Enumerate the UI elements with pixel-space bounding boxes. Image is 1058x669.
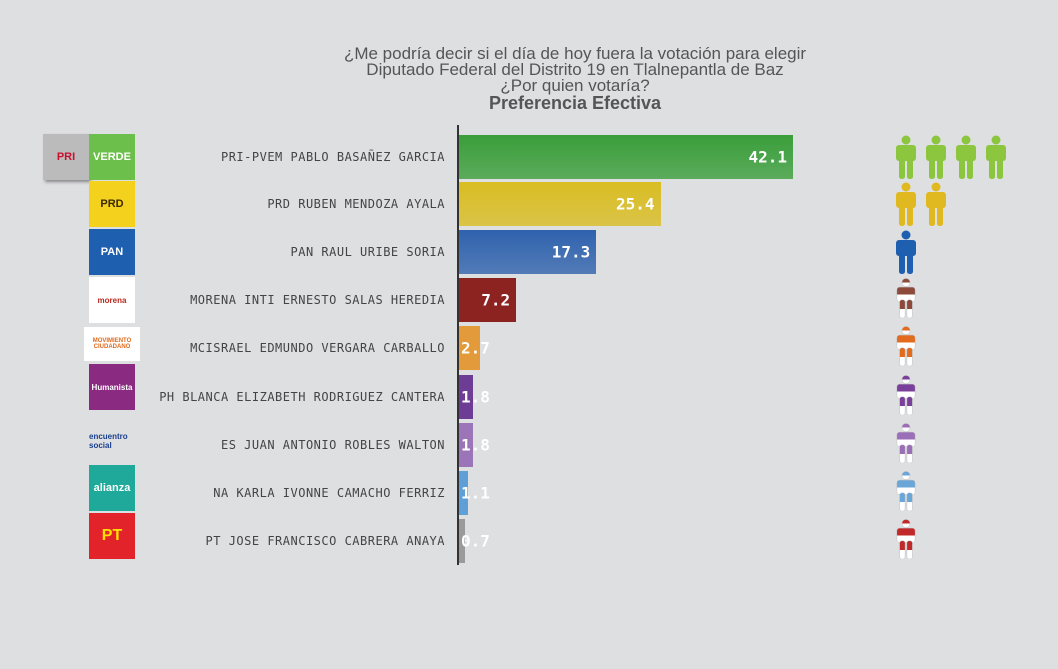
bar: 1.1 <box>459 471 490 515</box>
party-logo: MOVIMIENTO CIUDADANO <box>84 327 140 361</box>
bar: 7.2 <box>459 278 517 322</box>
figure-group <box>893 519 919 559</box>
person-icon <box>896 375 916 415</box>
data-label: 0.7 <box>461 531 490 551</box>
bar: 17.3 <box>459 230 597 274</box>
data-label: 25.4 <box>615 194 655 214</box>
bar: 25.4 <box>459 182 661 226</box>
person-icon <box>896 519 916 559</box>
figure-group <box>893 423 919 463</box>
figure-group <box>893 230 919 274</box>
party-logo: PAN <box>89 229 135 275</box>
bar: 2.7 <box>459 326 490 370</box>
party-logo: PRI <box>43 134 89 180</box>
category-label: MCISRAEL EDMUNDO VERGARA CARBALLO <box>190 341 445 355</box>
person-icon <box>896 135 916 179</box>
party-logo: Humanista <box>89 364 135 410</box>
category-label: PAN RAUL URIBE SORIA <box>290 245 445 259</box>
party-logo: alianza <box>89 465 135 511</box>
party-logo: encuentro social <box>89 418 135 464</box>
person-icon <box>896 182 916 226</box>
party-logo: PT <box>89 513 135 559</box>
chart-title-line-1: ¿Me podría decir si el día de hoy fuera … <box>343 44 807 63</box>
person-icon <box>896 230 916 274</box>
category-label: PT JOSE FRANCISCO CABRERA ANAYA <box>205 534 445 548</box>
person-icon <box>926 182 946 226</box>
figure-group <box>893 182 949 226</box>
data-label: 17.3 <box>551 242 591 262</box>
person-icon <box>926 135 946 179</box>
chart-title-line-2: Diputado Federal del Distrito 19 en Tlal… <box>366 60 784 79</box>
figure-group <box>893 326 919 366</box>
data-label: 2.7 <box>461 338 490 358</box>
category-label: MORENA INTI ERNESTO SALAS HEREDIA <box>190 293 445 307</box>
figure-group <box>893 135 1009 179</box>
data-label: 1.8 <box>461 435 490 455</box>
data-label: 1.1 <box>461 483 490 503</box>
category-label: PRI-PVEM PABLO BASAÑEZ GARCIA <box>220 150 445 164</box>
data-label: 42.1 <box>748 147 787 167</box>
bar: 1.8 <box>459 375 490 419</box>
person-icon <box>896 423 916 463</box>
party-logo: VERDE <box>89 134 135 180</box>
figure-group <box>893 471 919 511</box>
data-label: 7.2 <box>481 290 511 310</box>
category-label: PH BLANCA ELIZABETH RODRIGUEZ CANTERA <box>159 390 445 404</box>
person-icon <box>896 278 916 318</box>
data-label: 1.8 <box>461 387 490 407</box>
chart-subtitle: Preferencia Efectiva <box>488 93 662 113</box>
chart-title-line-3: ¿Por quien votaría? <box>500 76 650 95</box>
bar: 42.1 <box>459 135 793 179</box>
party-logo: PRD <box>89 181 135 227</box>
person-icon <box>956 135 976 179</box>
bar: 0.7 <box>459 519 490 563</box>
party-logo: morena <box>89 277 135 323</box>
person-icon <box>986 135 1006 179</box>
figure-group <box>893 375 919 415</box>
figure-group <box>893 278 919 318</box>
person-icon <box>896 326 916 366</box>
y-axis-line <box>457 125 459 565</box>
category-label: NA KARLA IVONNE CAMACHO FERRIZ <box>213 486 445 500</box>
category-label: PRD RUBEN MENDOZA AYALA <box>267 197 445 211</box>
category-label: ES JUAN ANTONIO ROBLES WALTON <box>220 438 445 452</box>
person-icon <box>896 471 916 511</box>
bar: 1.8 <box>459 423 490 467</box>
